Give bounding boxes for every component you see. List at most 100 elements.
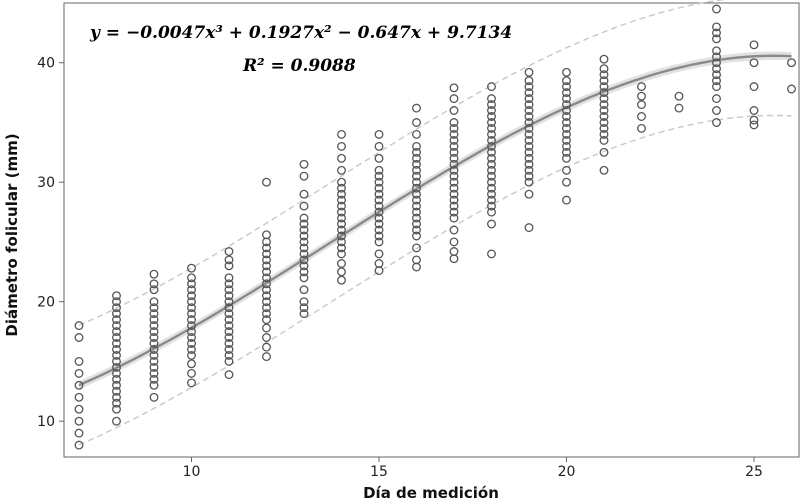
data-point <box>562 112 571 121</box>
data-point <box>224 350 234 360</box>
y-tick-label: 20 <box>37 295 55 311</box>
data-point <box>149 269 159 279</box>
data-point <box>112 362 121 372</box>
data-point <box>374 207 384 217</box>
data-point <box>487 201 496 211</box>
data-point <box>112 404 121 414</box>
data-point <box>524 159 534 169</box>
y-tick-label: 30 <box>37 175 55 191</box>
data-point <box>449 247 459 256</box>
data-point <box>449 165 459 175</box>
data-point <box>524 129 534 139</box>
data-point <box>149 392 159 402</box>
data-point <box>562 135 571 145</box>
data-point <box>187 327 196 337</box>
data-point <box>187 339 196 348</box>
data-point <box>487 106 496 115</box>
data-point <box>224 327 234 337</box>
data-point <box>224 303 234 313</box>
data-point <box>187 285 196 295</box>
data-point <box>224 247 234 256</box>
data-point <box>224 279 234 289</box>
data-point <box>149 303 159 313</box>
data-point <box>299 243 309 253</box>
data-point <box>412 195 421 205</box>
data-point <box>337 219 346 229</box>
data-point <box>374 165 384 175</box>
data-point <box>712 4 721 14</box>
data-point <box>712 106 721 115</box>
data-point <box>449 135 459 145</box>
data-point <box>749 120 759 130</box>
data-point <box>674 103 684 113</box>
data-point <box>374 189 384 199</box>
data-point <box>337 267 346 277</box>
data-point <box>112 333 121 342</box>
data-point <box>524 82 534 92</box>
data-point <box>562 147 571 157</box>
data-point <box>524 177 534 187</box>
data-point <box>599 165 609 175</box>
data-point <box>562 76 571 86</box>
data-point <box>299 189 309 199</box>
data-point <box>412 118 421 127</box>
data-point <box>299 201 309 211</box>
data-point <box>224 345 234 354</box>
data-point <box>149 321 159 331</box>
upper-prediction-line <box>78 0 725 327</box>
data-point <box>562 106 571 115</box>
data-point <box>299 237 309 247</box>
data-point <box>262 333 271 342</box>
data-point <box>412 147 421 157</box>
data-point <box>224 339 234 348</box>
data-point <box>112 315 121 325</box>
data-point <box>337 275 346 285</box>
data-point <box>599 112 609 121</box>
data-point <box>449 177 459 187</box>
data-point <box>749 40 759 50</box>
data-point <box>524 153 534 163</box>
data-point <box>449 171 459 181</box>
data-point <box>187 315 196 325</box>
data-point <box>112 309 121 319</box>
data-point <box>224 273 234 283</box>
data-point <box>637 91 646 101</box>
data-point <box>599 118 609 127</box>
data-point <box>524 135 534 145</box>
data-point <box>487 135 496 145</box>
data-point <box>374 259 384 268</box>
data-point <box>374 231 384 241</box>
data-point <box>374 219 384 229</box>
data-point <box>262 303 271 313</box>
data-point <box>749 58 759 68</box>
y-tick-label: 10 <box>37 414 55 430</box>
data-point <box>787 58 796 68</box>
data-point <box>449 189 459 199</box>
data-point <box>337 201 346 211</box>
data-point <box>299 249 309 259</box>
data-point <box>374 213 384 223</box>
data-point <box>487 171 496 181</box>
data-point <box>112 356 121 366</box>
data-point <box>712 64 721 74</box>
data-point <box>262 261 271 271</box>
data-point <box>524 147 534 157</box>
data-point <box>712 58 721 68</box>
data-point <box>449 123 459 133</box>
data-point <box>112 386 121 396</box>
data-point <box>337 195 346 205</box>
data-point <box>262 243 271 253</box>
data-point <box>74 392 84 402</box>
data-point <box>187 345 196 354</box>
data-point <box>712 46 721 56</box>
data-point <box>374 171 384 181</box>
data-point <box>562 100 571 110</box>
data-point <box>112 416 121 426</box>
data-point <box>374 237 384 247</box>
data-point <box>187 321 196 331</box>
data-point <box>112 339 121 348</box>
data-point <box>562 67 571 77</box>
data-point <box>74 368 84 378</box>
data-point <box>374 177 384 187</box>
data-point <box>449 254 459 264</box>
